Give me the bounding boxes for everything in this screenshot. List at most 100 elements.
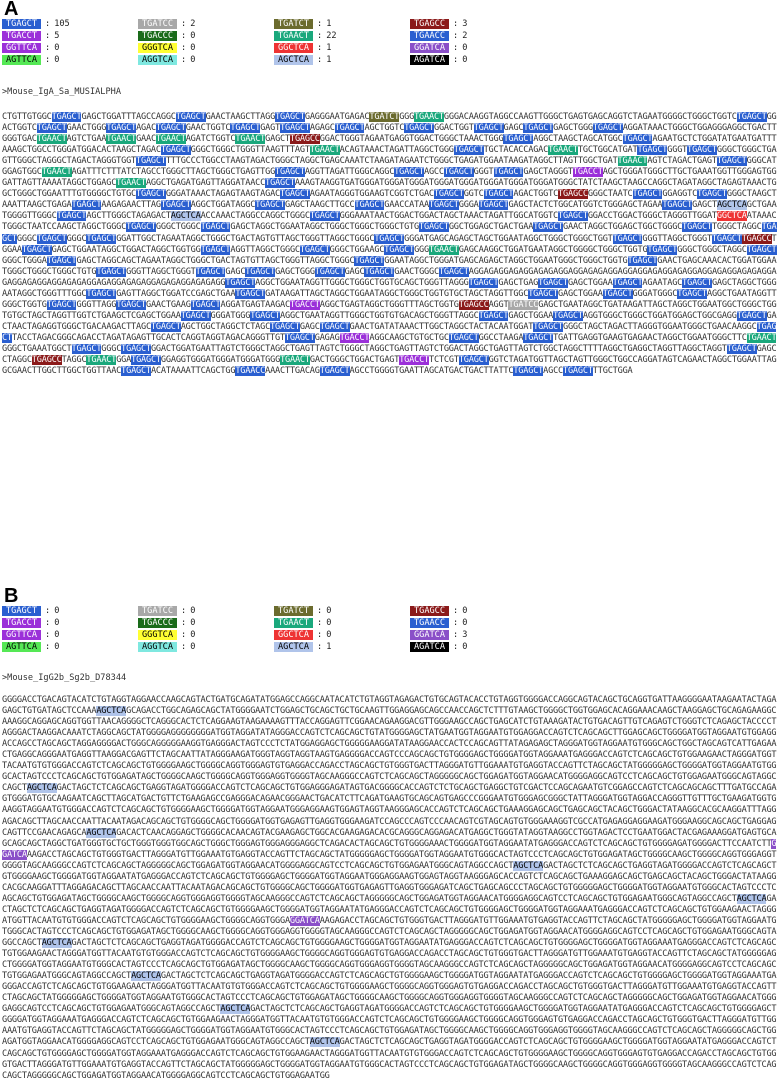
motif-highlight: TGAGCT xyxy=(96,266,127,277)
legend-count: 0 xyxy=(462,606,468,616)
motif-highlight: TGAGCT xyxy=(21,244,52,255)
legend-separator: : xyxy=(181,642,187,652)
motif-highlight: TGAGCT xyxy=(682,222,712,233)
motif-highlight: TGAGCT xyxy=(71,200,102,211)
legend-motif: TGACCC xyxy=(138,618,177,628)
legend-item: AGGTCA:0 xyxy=(138,642,270,652)
motif-highlight: GGCTCA xyxy=(716,211,747,222)
sequence-body: CTGTTGTGGCTGAGCTGAGCTGGATTTAGCCAGGCTGAGC… xyxy=(2,112,777,377)
motif-highlight: AGCTCA xyxy=(170,211,201,222)
legend-count: 1 xyxy=(326,19,332,29)
motif-highlight: TGAACT xyxy=(548,145,578,156)
motif-highlight: TGAACT xyxy=(155,134,186,145)
motif-highlight: TGAGCT xyxy=(116,299,146,310)
legend-item: AGCTCA:1 xyxy=(274,642,406,652)
motif-highlight: TGAGCT xyxy=(314,266,345,277)
motif-highlight: TGAACT xyxy=(414,112,444,122)
legend-separator: : xyxy=(181,606,187,616)
motif-highlight: TGAGCT xyxy=(56,211,87,222)
motif-highlight: TGAGCT xyxy=(275,167,305,178)
motif-highlight: TGAGCT xyxy=(354,255,385,266)
motif-highlight: TGAGCT xyxy=(677,288,707,299)
motif-highlight: TGAGCT xyxy=(726,343,757,354)
motif-highlight: TGAGCT xyxy=(716,156,747,167)
legend-motif: TGAGCT xyxy=(2,19,41,29)
legend-motif: TGAACC xyxy=(410,31,449,41)
motif-highlight: TGAGCT xyxy=(150,321,181,332)
legend-count: 0 xyxy=(190,606,196,616)
panel-label: A xyxy=(4,0,19,20)
legend-motif: GGTTCA xyxy=(2,630,41,640)
legend-count: 0 xyxy=(462,43,468,53)
legend-count: 0 xyxy=(326,618,332,628)
motif-highlight: TGAGCT xyxy=(280,123,310,134)
legend-count: 22 xyxy=(326,31,337,41)
legend-separator: : xyxy=(181,19,187,29)
legend-item: GGCTCA:1 xyxy=(274,43,406,53)
sequence-body: GGGGACCTGACAGTACATCTGTAGGTAGGAACCAAGCAGT… xyxy=(2,695,777,1081)
legend-separator: : xyxy=(181,43,187,53)
legend-count: 3 xyxy=(462,19,468,29)
legend-motif: GGATCA xyxy=(410,43,449,53)
motif-highlight: TGAGCT xyxy=(433,189,464,200)
motif-highlight: TGAACT xyxy=(86,355,117,366)
motif-highlight: TGAGCT xyxy=(528,288,559,299)
motif-highlight: TGAACT xyxy=(235,134,266,145)
legend-item: AGCTCA:1 xyxy=(274,55,406,65)
legend-item: GGGTCA:0 xyxy=(138,43,270,53)
motif-highlight: TGAGCT xyxy=(632,189,663,200)
motif-highlight: TGAGCT xyxy=(2,321,777,343)
legend-separator: : xyxy=(453,19,459,29)
legend-motif: AGATCA xyxy=(410,55,449,65)
motif-highlight: TGAACT xyxy=(428,244,459,255)
legend-separator: : xyxy=(317,630,323,640)
motif-highlight: TGAGCT xyxy=(558,211,588,222)
legend-count: 0 xyxy=(54,606,60,616)
motif-highlight: TGAGCT xyxy=(86,288,117,299)
motif-highlight: TGAGCT xyxy=(553,310,583,321)
legend-separator: : xyxy=(45,606,51,616)
motif-highlight: TGAACT xyxy=(116,178,146,189)
legend-count: 0 xyxy=(190,31,196,41)
legend-count: 0 xyxy=(54,43,60,53)
legend-separator: : xyxy=(45,31,51,41)
motif-highlight: TGAGCT xyxy=(533,222,564,233)
motif-highlight: TGACCT xyxy=(289,299,320,310)
legend-separator: : xyxy=(453,55,459,65)
legend-count: 1 xyxy=(326,43,332,53)
motif-highlight: TGAGCT xyxy=(126,222,156,233)
legend-separator: : xyxy=(181,55,187,65)
legend-separator: : xyxy=(453,618,459,628)
motif-highlight: AGCTCA xyxy=(220,1004,251,1015)
motif-highlight: TGAGCT xyxy=(533,321,563,332)
legend-motif: TGAACT xyxy=(274,618,313,628)
motif-highlight: TGAGCT xyxy=(736,310,767,321)
legend-count: 0 xyxy=(326,630,332,640)
legend-count: 0 xyxy=(54,55,60,65)
motif-highlight: TGAGCT xyxy=(687,145,717,156)
motif-highlight: AGCTCA xyxy=(309,1037,340,1048)
motif-highlight: AGCTCA xyxy=(513,860,544,871)
motif-highlight: TGAACT xyxy=(280,355,310,366)
motif-highlight: TGACCT xyxy=(572,167,603,178)
legend-motif: GGCTCA xyxy=(274,43,313,53)
legend-item: GGTTCA:0 xyxy=(2,43,134,53)
legend-separator: : xyxy=(45,618,51,628)
motif-highlight: TGAACT xyxy=(617,156,648,167)
motif-highlight: TGAGCT xyxy=(284,332,315,343)
legend-motif: AGGTCA xyxy=(138,55,177,65)
motif-highlight: AGCTCA xyxy=(86,827,117,838)
legend-separator: : xyxy=(317,618,323,628)
motif-highlight: TGAGCT xyxy=(265,178,295,189)
motif-legend: TGAGCT:105 TGATCC:2 TGATCT:1 TGAGCC:3 TGACCT… xyxy=(2,19,562,65)
motif-highlight: TGAACT xyxy=(106,134,137,145)
legend-count: 5 xyxy=(54,31,60,41)
motif-highlight: TGAGCT xyxy=(309,211,340,222)
motif-highlight: AGCTCA xyxy=(96,706,127,717)
legend-count: 3 xyxy=(462,630,468,640)
legend-motif: TGATCT xyxy=(274,19,313,29)
legend-item: GGCTCA:0 xyxy=(274,630,406,640)
legend-motif: TGAGCT xyxy=(2,606,41,616)
motif-highlight: TGAGCC xyxy=(558,189,588,200)
motif-highlight: TGAGCT xyxy=(136,189,166,200)
